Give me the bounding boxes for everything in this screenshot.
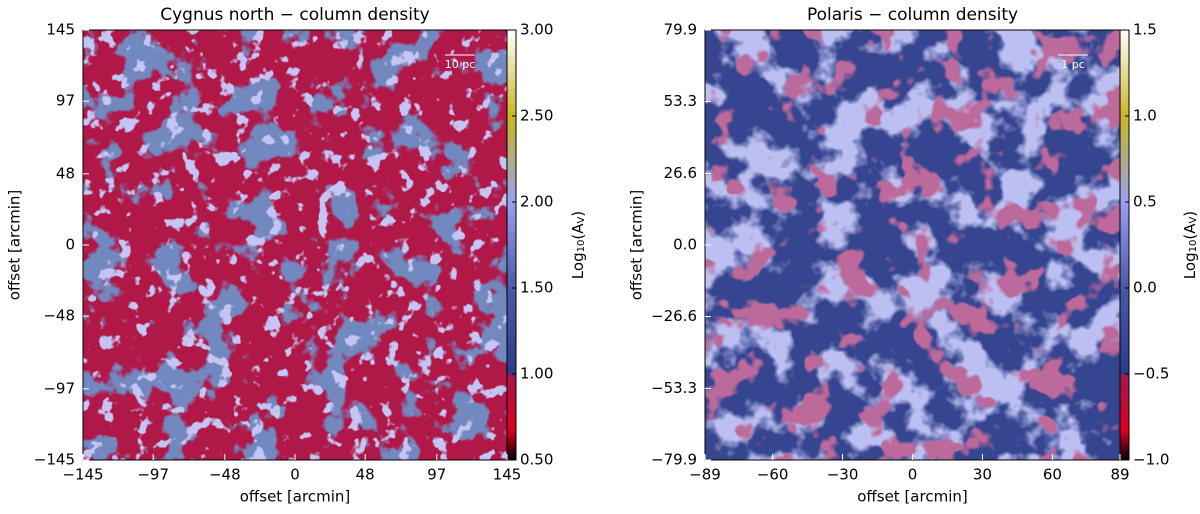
colorbar-label-part: (A [1181, 223, 1199, 240]
x-tick-label: −60 [757, 466, 789, 484]
colorbar-label-part: Log [569, 252, 587, 279]
y-tick-label: −26.6 [651, 307, 697, 325]
colorbar-tick-label: 2.50 [520, 107, 553, 125]
colorbar-label-part: 10 [576, 240, 587, 253]
x-tick-label: 145 [493, 466, 522, 484]
x-tick-label: 60 [1043, 466, 1062, 484]
y-tick-label: 0 [65, 236, 75, 254]
y-tick-label: 97 [56, 92, 75, 110]
y-tick-label: 48 [56, 164, 75, 182]
x-tick-label: −89 [689, 466, 721, 484]
x-tick-label: 97 [427, 466, 446, 484]
x-tick-label: 0 [908, 466, 918, 484]
chart-title: Cygnus north − column density [160, 5, 430, 25]
x-tick-label: −145 [62, 466, 103, 484]
y-tick-label: −48 [43, 307, 75, 325]
colorbar-tick-label: 1.00 [520, 365, 553, 383]
colorbar-label-part: ) [1181, 211, 1199, 217]
map-texture [705, 30, 1120, 460]
y-tick-label: −79.9 [651, 451, 697, 469]
colorbar-tick-label: −1.0 [1133, 451, 1169, 469]
chart-title: Polaris − column density [807, 5, 1018, 25]
colorbar [506, 29, 517, 461]
y-axis-label: offset [arcmin] [6, 190, 24, 300]
colorbar-tick-label: 1.0 [1133, 107, 1157, 125]
colorbar-tick-label: 1.5 [1133, 21, 1157, 39]
colorbar-label-part: (A [569, 223, 587, 240]
colorbar-tick-label: 1.50 [520, 279, 553, 297]
x-tick-label: −48 [209, 466, 241, 484]
colorbar-label: Log10(AV) [1181, 211, 1200, 279]
x-tick-label: 48 [356, 466, 375, 484]
x-tick-label: −97 [137, 466, 169, 484]
y-tick-label: 26.6 [664, 164, 697, 182]
colorbar-label-part: V [576, 217, 587, 224]
x-tick-label: 30 [973, 466, 992, 484]
colorbar-label-part: V [1188, 217, 1199, 224]
y-axis-label: offset [arcmin] [628, 190, 646, 300]
colorbar [1119, 29, 1130, 461]
y-tick-label: 0.0 [673, 236, 697, 254]
y-tick-label: 79.9 [664, 21, 697, 39]
colorbar-tick-label: 3.00 [520, 21, 553, 39]
x-axis-label: offset [arcmin] [857, 488, 967, 506]
scale-bar-label: 1 pc [1061, 58, 1085, 71]
x-tick-label: 0 [290, 466, 300, 484]
y-tick-label: 53.3 [664, 92, 697, 110]
colorbar-tick-label: 0.5 [1133, 193, 1157, 211]
colorbar-tick-label: −0.5 [1133, 365, 1169, 383]
x-tick-label: 89 [1110, 466, 1129, 484]
map-texture [83, 30, 507, 460]
y-tick-label: 145 [46, 21, 75, 39]
colorbar-label: Log10(AV) [569, 211, 588, 279]
y-tick-label: −145 [34, 451, 75, 469]
colorbar-tick-label: 0.0 [1133, 279, 1157, 297]
x-axis-label: offset [arcmin] [240, 488, 350, 506]
y-tick-label: −53.3 [651, 379, 697, 397]
colorbar-tick-label: 0.50 [520, 451, 553, 469]
y-tick-label: −97 [43, 379, 75, 397]
colorbar-label-part: ) [569, 211, 587, 217]
scale-bar-label: 10 pc [445, 58, 476, 71]
colorbar-label-part: Log [1181, 252, 1199, 279]
colorbar-tick-label: 2.00 [520, 193, 553, 211]
x-tick-label: −30 [827, 466, 859, 484]
colorbar-label-part: 10 [1188, 240, 1199, 253]
